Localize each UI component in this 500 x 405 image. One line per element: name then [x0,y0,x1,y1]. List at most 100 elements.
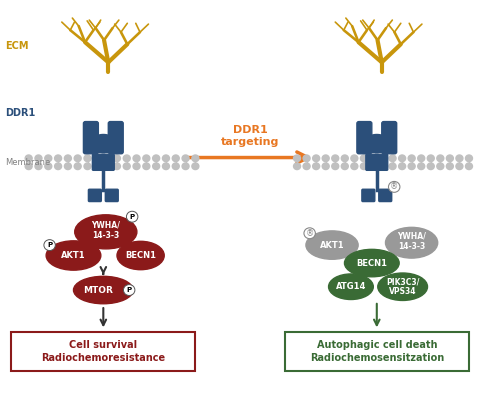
Circle shape [64,163,71,170]
Circle shape [182,163,189,170]
Circle shape [446,163,454,170]
Circle shape [114,163,120,170]
Text: BECN1: BECN1 [356,258,388,268]
Circle shape [303,155,310,162]
Text: PIK3C3/
VPS34: PIK3C3/ VPS34 [386,277,420,296]
Text: P: P [47,242,52,248]
Circle shape [389,163,396,170]
Circle shape [182,155,189,162]
Ellipse shape [328,274,374,300]
Circle shape [126,211,138,222]
Circle shape [133,163,140,170]
Circle shape [370,155,377,162]
Circle shape [123,163,130,170]
Circle shape [332,155,338,162]
Text: Autophagic cell death
Radiochemosensitzation: Autophagic cell death Radiochemosensitza… [310,340,444,363]
Circle shape [94,163,101,170]
Circle shape [45,163,52,170]
Circle shape [74,163,81,170]
Text: MTOR: MTOR [84,286,114,294]
Circle shape [428,163,434,170]
Text: BECN1: BECN1 [125,251,156,260]
Circle shape [192,163,199,170]
Circle shape [466,155,472,162]
Circle shape [114,155,120,162]
Circle shape [25,163,32,170]
Ellipse shape [46,241,101,270]
Circle shape [172,163,179,170]
FancyBboxPatch shape [88,189,102,202]
Text: ECM: ECM [6,41,29,51]
Circle shape [418,163,424,170]
Text: Cell survival
Radiochemoresistance: Cell survival Radiochemoresistance [42,340,166,363]
Circle shape [162,163,170,170]
Text: ®: ® [390,182,398,192]
Circle shape [44,240,56,251]
Circle shape [35,155,42,162]
Circle shape [143,163,150,170]
Circle shape [172,155,179,162]
FancyBboxPatch shape [382,122,396,154]
FancyBboxPatch shape [12,332,196,371]
Text: ®: ® [306,229,314,238]
Circle shape [303,163,310,170]
Circle shape [322,163,329,170]
Circle shape [456,155,463,162]
Ellipse shape [74,215,137,249]
FancyBboxPatch shape [375,154,388,171]
Circle shape [45,155,52,162]
Circle shape [192,155,199,162]
Text: YWHA/
14-3-3: YWHA/ 14-3-3 [397,232,426,251]
Text: DDR1: DDR1 [6,108,36,117]
Circle shape [351,163,358,170]
Circle shape [64,155,71,162]
Text: P: P [126,287,132,293]
Circle shape [143,155,150,162]
Circle shape [104,163,110,170]
FancyBboxPatch shape [108,122,123,154]
Circle shape [342,155,348,162]
Circle shape [380,155,386,162]
FancyBboxPatch shape [357,122,372,154]
Circle shape [322,155,329,162]
Circle shape [332,163,338,170]
Text: P: P [130,214,134,220]
Circle shape [466,163,472,170]
Circle shape [152,163,160,170]
Ellipse shape [386,227,438,258]
Text: AKT1: AKT1 [320,241,344,249]
Circle shape [133,155,140,162]
Circle shape [360,163,368,170]
Text: DDR1
targeting: DDR1 targeting [221,126,279,147]
Circle shape [370,163,377,170]
FancyBboxPatch shape [379,189,392,202]
Circle shape [294,163,300,170]
Circle shape [123,155,130,162]
Circle shape [408,155,415,162]
Circle shape [380,163,386,170]
Circle shape [35,163,42,170]
Circle shape [84,155,91,162]
Circle shape [312,155,320,162]
Ellipse shape [344,249,399,277]
Circle shape [84,163,91,170]
FancyBboxPatch shape [366,154,379,171]
Circle shape [408,163,415,170]
Circle shape [418,155,424,162]
Circle shape [304,228,316,239]
Circle shape [437,163,444,170]
Ellipse shape [74,276,133,304]
Circle shape [388,181,400,192]
Circle shape [312,163,320,170]
Circle shape [342,163,348,170]
Circle shape [54,163,62,170]
FancyBboxPatch shape [84,122,98,154]
Circle shape [294,155,300,162]
FancyBboxPatch shape [92,154,106,171]
FancyBboxPatch shape [285,332,469,371]
Circle shape [351,155,358,162]
Circle shape [54,155,62,162]
Ellipse shape [117,241,164,270]
Circle shape [446,155,454,162]
Text: ATG14: ATG14 [336,282,366,291]
